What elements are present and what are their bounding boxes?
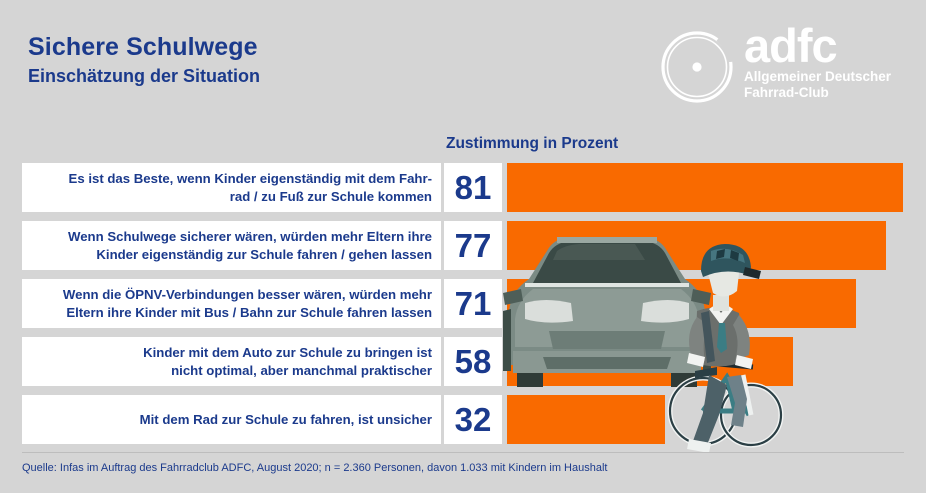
bar-row: Mit dem Rad zur Schule zu fahren, ist un… (0, 395, 926, 444)
source-note: Quelle: Infas im Auftrag des Fahrradclub… (22, 462, 608, 474)
bicycle-wheel-icon (661, 31, 733, 103)
bar-row: Wenn die ÖPNV-Verbindungen besser wären,… (0, 279, 926, 328)
row-label-line2: Kinder eigenständig zur Schule fahren / … (96, 246, 432, 262)
row-value-text: 58 (454, 343, 492, 380)
bar-row: Kinder mit dem Auto zur Schule zu bringe… (0, 337, 926, 386)
bar-row: Es ist das Beste, wenn Kinder eigenständ… (0, 163, 926, 212)
adfc-logo: adfc Allgemeiner Deutscher Fahrrad-Club (648, 22, 910, 116)
bar-chart: Es ist das Beste, wenn Kinder eigenständ… (0, 160, 926, 446)
row-label-text: Mit dem Rad zur Schule zu fahren, ist un… (140, 411, 432, 429)
logo-tagline-line1: Allgemeiner Deutscher (744, 68, 892, 84)
row-label-panel: Es ist das Beste, wenn Kinder eigenständ… (22, 163, 441, 212)
header-block: Sichere Schulwege Einschätzung der Situa… (28, 33, 588, 86)
bar-row: Wenn Schulwege sicherer wären, würden me… (0, 221, 926, 270)
footer-divider (22, 452, 904, 453)
row-value-text: 32 (454, 401, 492, 438)
row-label-line2: nicht optimal, aber manchmal praktischer (171, 362, 432, 378)
row-label-panel: Kinder mit dem Auto zur Schule zu bringe… (22, 337, 441, 386)
row-label-line1: Wenn die ÖPNV-Verbindungen besser wären,… (62, 286, 432, 302)
page-subtitle: Einschätzung der Situation (28, 65, 261, 86)
row-bar (507, 279, 856, 328)
page-title: Sichere Schulwege (28, 33, 258, 61)
row-label-panel: Wenn die ÖPNV-Verbindungen besser wären,… (22, 279, 441, 328)
row-label-text: Es ist das Beste, wenn Kinder eigenständ… (69, 170, 432, 205)
row-label-line1: Es ist das Beste, wenn Kinder eigenständ… (68, 170, 432, 186)
row-label-line2: Eltern ihre Kinder mit Bus / Bahn zur Sc… (66, 304, 432, 320)
row-value-text: 77 (454, 227, 492, 264)
row-label-line1: Mit dem Rad zur Schule zu fahren, ist un… (139, 411, 432, 427)
row-bar (507, 337, 793, 386)
row-label-text: Kinder mit dem Auto zur Schule zu bringe… (143, 344, 432, 379)
row-label-text: Wenn die ÖPNV-Verbindungen besser wären,… (63, 286, 432, 321)
row-value-panel: 58 (444, 337, 502, 386)
row-value-panel: 81 (444, 163, 502, 212)
row-label-line1: Kinder mit dem Auto zur Schule zu bringe… (143, 344, 432, 360)
logo-tagline-line2: Fahrrad-Club (744, 84, 829, 100)
row-label-line1: Wenn Schulwege sicherer wären, würden me… (68, 228, 432, 244)
row-value-panel: 71 (444, 279, 502, 328)
row-bar (507, 221, 886, 270)
row-bar (507, 395, 665, 444)
row-value-panel: 77 (444, 221, 502, 270)
row-bar (507, 163, 903, 212)
row-label-panel: Wenn Schulwege sicherer wären, würden me… (22, 221, 441, 270)
logo-wordmark: adfc (744, 19, 838, 72)
logo-text-block: adfc Allgemeiner Deutscher Fahrrad-Club (744, 19, 914, 100)
row-value-text: 81 (454, 169, 492, 206)
row-value-panel: 32 (444, 395, 502, 444)
row-label-text: Wenn Schulwege sicherer wären, würden me… (68, 228, 432, 263)
row-label-line2: rad / zu Fuß zur Schule kommen (229, 188, 432, 204)
row-value-text: 71 (454, 285, 492, 322)
chart-column-heading: Zustimmung in Prozent (446, 135, 619, 152)
row-label-panel: Mit dem Rad zur Schule zu fahren, ist un… (22, 395, 441, 444)
